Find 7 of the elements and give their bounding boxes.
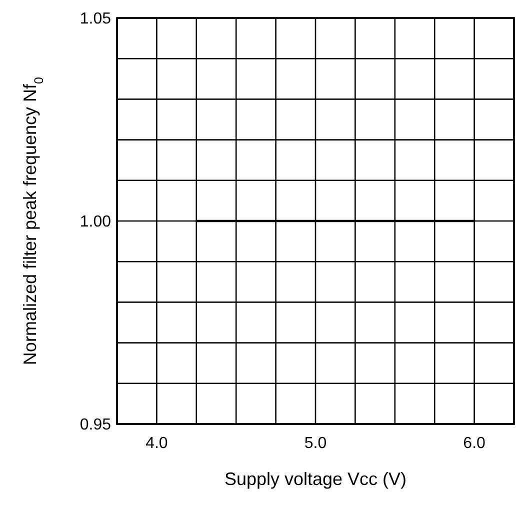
- y-tick-label: 0.95: [80, 416, 112, 434]
- x-tick-label: 6.0: [463, 435, 486, 452]
- y-tick-label: 1.00: [80, 214, 112, 231]
- x-tick-label: 4.0: [146, 435, 168, 452]
- x-axis-title: Supply voltage Vcc (V): [224, 469, 407, 489]
- x-tick-label: 5.0: [304, 435, 327, 452]
- y-tick-label: 1.05: [80, 10, 112, 28]
